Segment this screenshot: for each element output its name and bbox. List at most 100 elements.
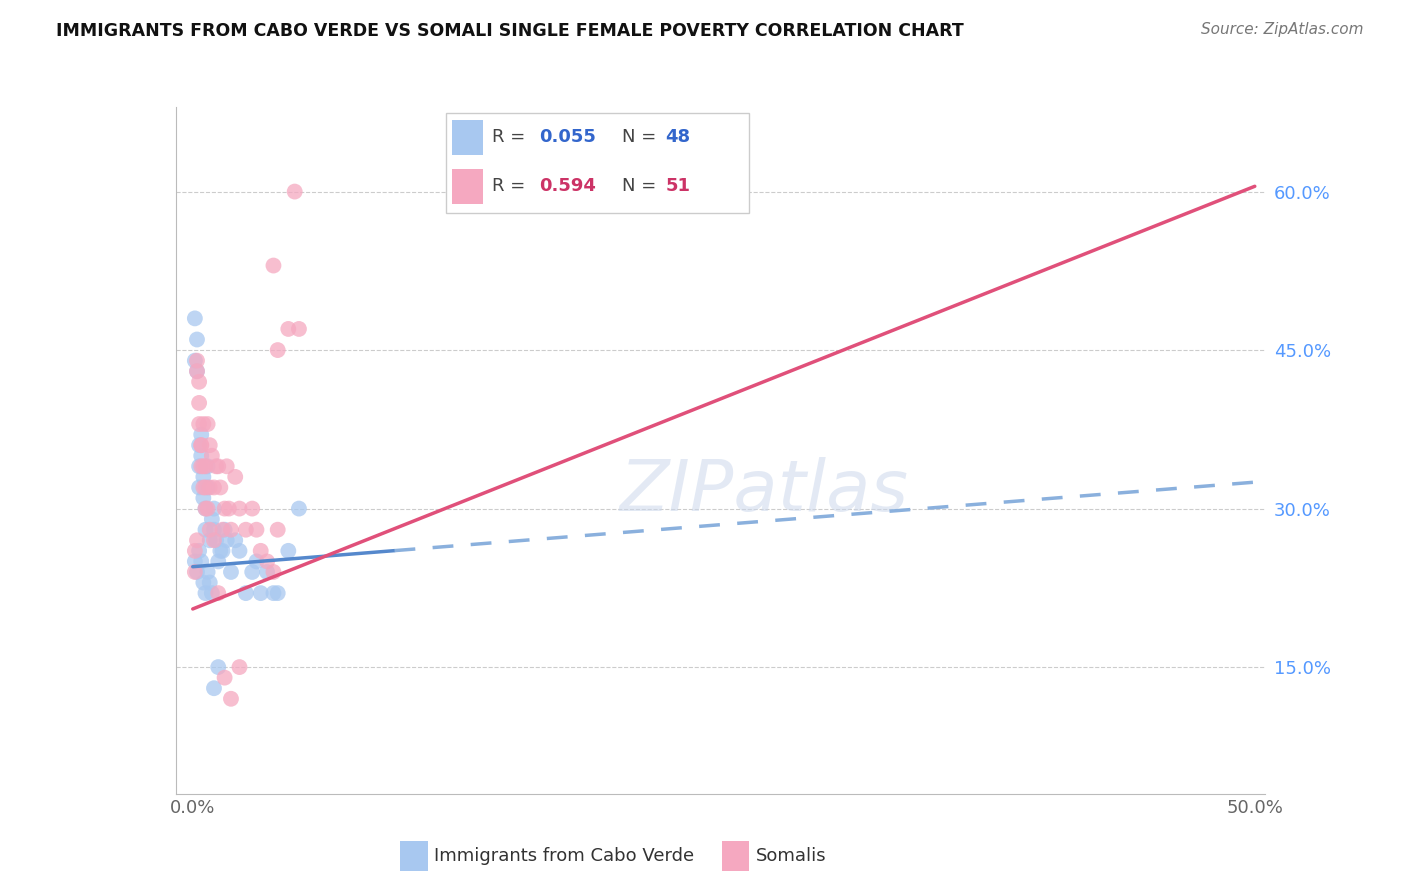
Point (194, 459, 217, 474)
Point (186, 364, 208, 378)
Text: Immigrants from Cabo Verde: Immigrants from Cabo Verde (434, 847, 695, 865)
Text: 0.055: 0.055 (538, 128, 596, 146)
Point (201, 512, 224, 526)
Text: ZIPatlas: ZIPatlas (620, 458, 908, 526)
Point (197, 459, 219, 474)
Point (262, 586, 284, 600)
Point (190, 459, 212, 474)
Point (184, 353, 207, 368)
Text: R =: R = (492, 178, 531, 195)
Point (202, 523, 225, 537)
Point (240, 565, 263, 579)
Point (209, 480, 232, 494)
Point (186, 333, 208, 347)
Point (288, 501, 311, 516)
Point (207, 586, 229, 600)
Point (188, 417, 211, 431)
Point (194, 501, 217, 516)
Point (249, 586, 271, 600)
Point (202, 480, 225, 494)
Point (186, 533, 208, 548)
FancyBboxPatch shape (453, 169, 484, 204)
Point (193, 470, 215, 484)
Text: N =: N = (623, 178, 662, 195)
Point (245, 554, 267, 568)
Point (214, 671, 236, 685)
Point (202, 681, 225, 696)
Text: Source: ZipAtlas.com: Source: ZipAtlas.com (1201, 22, 1364, 37)
Point (201, 586, 224, 600)
Point (219, 523, 242, 537)
Point (190, 438, 212, 452)
Text: Somalis: Somalis (755, 847, 827, 865)
Point (267, 586, 290, 600)
Point (267, 343, 290, 357)
Point (262, 259, 284, 273)
Point (194, 523, 217, 537)
Point (256, 554, 278, 568)
Point (198, 480, 221, 494)
Point (190, 554, 212, 568)
Point (188, 375, 211, 389)
Point (188, 480, 211, 494)
Point (240, 501, 263, 516)
Point (249, 544, 271, 558)
Point (205, 459, 228, 474)
Point (207, 660, 229, 674)
Point (202, 533, 225, 548)
Point (198, 438, 221, 452)
Point (193, 575, 215, 590)
Point (211, 523, 233, 537)
Point (184, 554, 207, 568)
Point (193, 491, 215, 505)
Point (184, 544, 207, 558)
Point (228, 544, 250, 558)
Point (219, 691, 242, 706)
Point (235, 523, 257, 537)
Point (184, 311, 207, 326)
Point (202, 501, 225, 516)
Point (228, 660, 250, 674)
Text: 0.594: 0.594 (538, 178, 596, 195)
FancyBboxPatch shape (446, 112, 749, 213)
Point (198, 575, 221, 590)
Point (188, 396, 211, 410)
Point (190, 438, 212, 452)
Point (186, 353, 208, 368)
Point (219, 565, 242, 579)
Point (205, 533, 228, 548)
Point (209, 544, 232, 558)
Point (194, 501, 217, 516)
Text: N =: N = (623, 128, 662, 146)
Point (277, 544, 299, 558)
Point (235, 586, 257, 600)
Text: R =: R = (492, 128, 531, 146)
Point (224, 470, 246, 484)
Point (197, 480, 219, 494)
Point (211, 544, 233, 558)
Text: 51: 51 (665, 178, 690, 195)
Point (228, 501, 250, 516)
Point (215, 459, 238, 474)
Point (197, 501, 219, 516)
Point (190, 449, 212, 463)
Point (197, 417, 219, 431)
Point (277, 322, 299, 336)
Point (284, 185, 307, 199)
Point (198, 533, 221, 548)
Point (193, 480, 215, 494)
Point (194, 480, 217, 494)
Point (262, 565, 284, 579)
Point (215, 533, 238, 548)
Point (188, 544, 211, 558)
Point (256, 565, 278, 579)
Point (218, 501, 240, 516)
FancyBboxPatch shape (453, 120, 484, 154)
Point (190, 427, 212, 442)
Point (194, 586, 217, 600)
Point (184, 565, 207, 579)
Point (197, 565, 219, 579)
FancyBboxPatch shape (721, 841, 749, 871)
Text: 48: 48 (665, 128, 690, 146)
Point (288, 322, 311, 336)
